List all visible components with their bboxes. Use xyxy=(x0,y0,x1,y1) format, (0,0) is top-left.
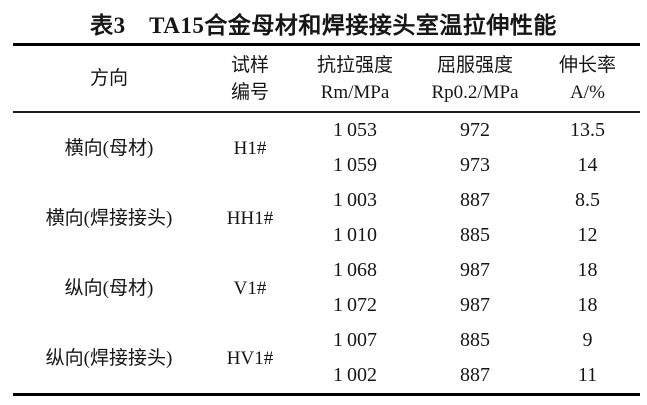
cell-sample-id: V1# xyxy=(233,277,267,299)
table-row: 1 059 973 14 xyxy=(13,148,640,183)
cell-direction: 纵向(母材) xyxy=(64,277,154,299)
col-header-tensile-strength: 抗拉强度 Rm/MPa xyxy=(295,44,415,113)
cell-elongation: 11 xyxy=(577,364,598,386)
header-line: A/% xyxy=(570,81,605,103)
cell-elongation: 18 xyxy=(577,294,598,316)
cell-tensile-strength: 1 002 xyxy=(332,364,377,386)
header-line: Rp0.2/MPa xyxy=(431,81,519,103)
cell-tensile-strength: 1 007 xyxy=(332,329,377,351)
header-line: 屈服强度 xyxy=(436,54,513,76)
header-row: 方向 试样 编号 抗拉强度 Rm/MPa 屈服强度 Rp0.2/MPa 伸长率 … xyxy=(13,44,640,113)
col-header-elongation: 伸长率 A/% xyxy=(535,44,640,113)
header-line: Rm/MPa xyxy=(320,81,390,103)
table-row: 1 072 987 18 xyxy=(13,288,640,323)
cell-yield-strength: 885 xyxy=(460,224,490,246)
cell-tensile-strength: 1 053 xyxy=(332,119,377,141)
cell-yield-strength: 885 xyxy=(460,329,490,351)
table-row: 纵向(母材) V1# 1 068 987 18 xyxy=(13,253,640,299)
cell-elongation: 13.5 xyxy=(570,119,605,141)
table-row: 横向(母材) H1# 1 053 972 13.5 xyxy=(13,112,640,159)
cell-tensile-strength: 1 068 xyxy=(332,259,377,281)
cell-sample-id: H1# xyxy=(233,137,267,159)
cell-direction: 纵向(焊接接头) xyxy=(45,347,173,369)
cell-yield-strength: 987 xyxy=(460,294,490,316)
table-row: 横向(焊接接头) HH1# 1 003 887 8.5 xyxy=(13,183,640,229)
col-header-direction: 方向 xyxy=(13,44,205,113)
cell-elongation: 9 xyxy=(582,329,593,351)
header-line: 方向 xyxy=(89,68,128,89)
header-line: 伸长率 xyxy=(558,54,616,76)
cell-sample-id: HH1# xyxy=(226,207,274,229)
cell-yield-strength: 973 xyxy=(460,154,490,176)
cell-yield-strength: 972 xyxy=(460,119,490,141)
cell-tensile-strength: 1 010 xyxy=(332,224,377,246)
table-body: 横向(母材) H1# 1 053 972 13.5 1 059 973 14 横… xyxy=(13,112,640,395)
header-line: 编号 xyxy=(230,81,269,103)
cell-direction: 横向(焊接接头) xyxy=(45,207,173,229)
cell-elongation: 12 xyxy=(577,224,598,246)
cell-sample-id: HV1# xyxy=(226,347,274,369)
table-row: 纵向(焊接接头) HV1# 1 007 885 9 xyxy=(13,323,640,369)
cell-tensile-strength: 1 059 xyxy=(332,154,377,176)
cell-yield-strength: 987 xyxy=(460,259,490,281)
col-header-sample: 试样 编号 xyxy=(205,44,295,113)
table-row: 1 010 885 12 xyxy=(13,218,640,253)
cell-elongation: 14 xyxy=(577,154,598,176)
cell-yield-strength: 887 xyxy=(460,189,490,211)
tensile-properties-table: 方向 试样 编号 抗拉强度 Rm/MPa 屈服强度 Rp0.2/MPa 伸长率 … xyxy=(13,43,640,396)
cell-tensile-strength: 1 003 xyxy=(332,189,377,211)
cell-yield-strength: 887 xyxy=(460,364,490,386)
header-line: 试样 xyxy=(230,54,269,76)
cell-tensile-strength: 1 072 xyxy=(332,294,377,316)
col-header-yield-strength: 屈服强度 Rp0.2/MPa xyxy=(415,44,535,113)
cell-elongation: 18 xyxy=(577,259,598,281)
table-caption: 表3 TA15合金母材和焊接接头室温拉伸性能 xyxy=(90,13,557,38)
cell-direction: 横向(母材) xyxy=(64,137,154,159)
table-header: 方向 试样 编号 抗拉强度 Rm/MPa 屈服强度 Rp0.2/MPa 伸长率 … xyxy=(13,44,640,113)
header-line: 抗拉强度 xyxy=(316,54,393,76)
table-row: 1 002 887 11 xyxy=(13,358,640,395)
cell-elongation: 8.5 xyxy=(575,189,600,211)
